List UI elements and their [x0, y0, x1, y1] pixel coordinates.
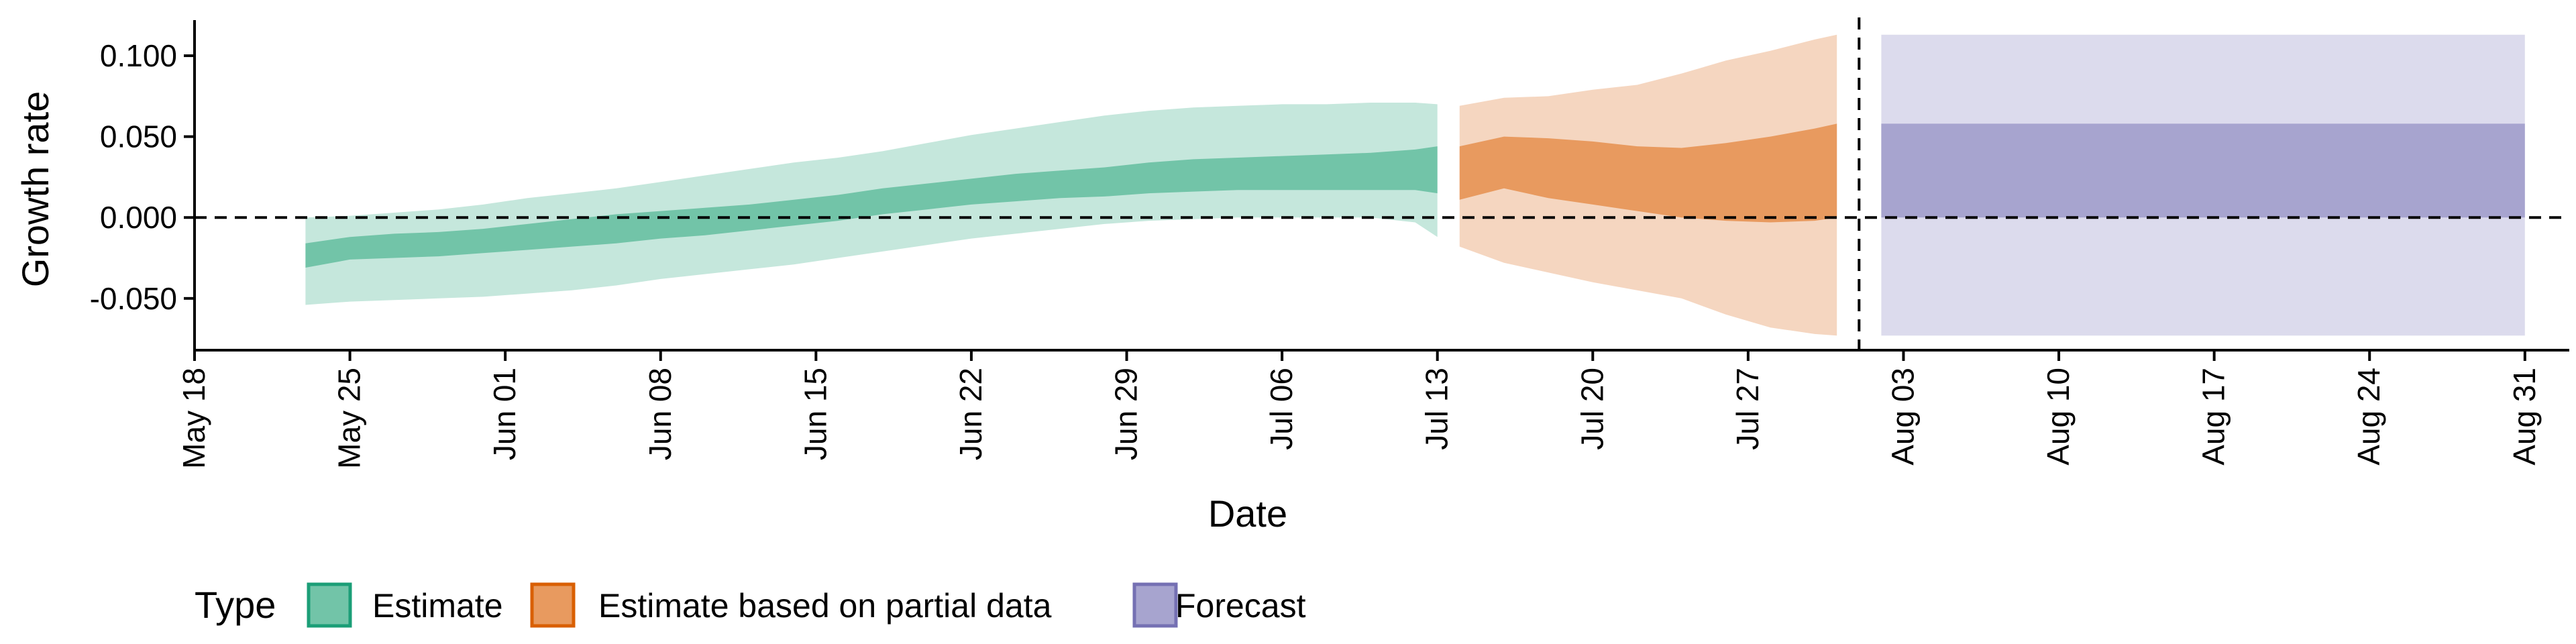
estimate-inner-band: [305, 146, 1438, 268]
plot-bands: [305, 34, 2525, 336]
forecast-inner-band: [1881, 123, 2525, 218]
x-tick-label: Aug 10: [2041, 368, 2076, 466]
legend-title: Type: [195, 584, 276, 626]
x-tick-label: Jun 01: [487, 368, 522, 460]
x-tick-label: Aug 17: [2196, 368, 2231, 466]
legend-label-estimate: Estimate: [372, 587, 503, 625]
x-tick-label: Jul 13: [1419, 368, 1454, 450]
x-tick-label: May 18: [176, 368, 211, 469]
legend-label-forecast: Forecast: [1175, 587, 1306, 625]
x-axis-title: Date: [1208, 492, 1287, 535]
x-tick-label: Aug 03: [1885, 368, 1920, 466]
y-tick-label: 0.000: [100, 200, 177, 235]
x-tick-label: Jul 20: [1574, 368, 1609, 450]
y-tick-label: 0.100: [100, 38, 177, 73]
x-tick-label: Jul 27: [1730, 368, 1765, 450]
y-axis-ticks: -0.050 0.000 0.050 0.100: [90, 38, 195, 316]
y-tick-label: -0.050: [90, 281, 177, 316]
legend: Type Estimate Estimate based on partial d…: [195, 582, 1306, 628]
x-tick-label: May 25: [332, 368, 367, 469]
legend-swatch-forecast: [1132, 582, 1178, 628]
estimate-based-on-partial-data-inner-band: [1459, 123, 1837, 223]
legend-swatch-estimate-based-on-partial-data: [530, 582, 576, 628]
x-tick-label: Jun 29: [1109, 368, 1144, 460]
x-tick-label: Jun 22: [953, 368, 988, 460]
x-tick-label: Aug 24: [2351, 368, 2386, 466]
x-axis-ticks: May 18 May 25 Jun 01 Jun 08 Jun 15 Jun 22 Jun …: [176, 350, 2542, 469]
x-tick-label: Jul 06: [1264, 368, 1299, 450]
x-tick-label: Aug 31: [2507, 368, 2542, 466]
x-tick-label: Jun 15: [798, 368, 833, 460]
legend-label-estimate-based-on-partial-data: Estimate based on partial data: [598, 587, 1052, 625]
x-tick-label: Jun 08: [643, 368, 678, 460]
legend-swatch-estimate: [307, 582, 352, 628]
y-tick-label: 0.050: [100, 119, 177, 154]
y-axis-title: Growth rate: [14, 91, 56, 288]
